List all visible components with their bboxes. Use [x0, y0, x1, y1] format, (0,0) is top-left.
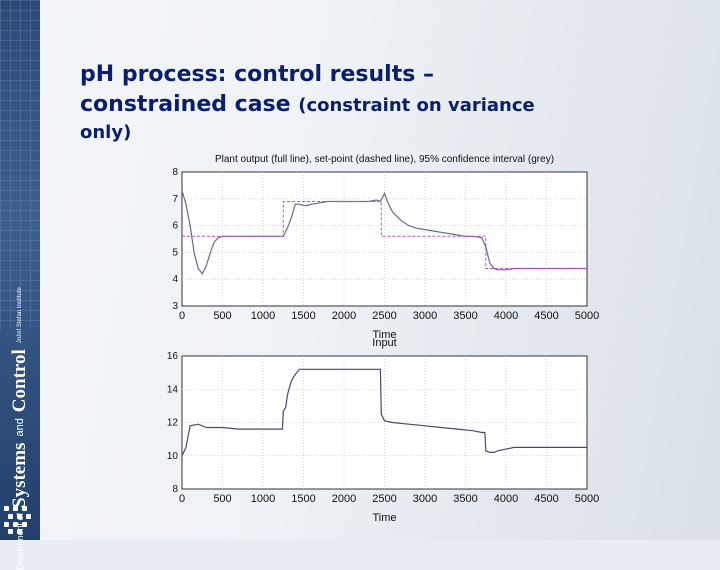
x-tick-label: 1500: [291, 310, 315, 322]
slide-title: pH process: control results – constraine…: [80, 60, 700, 146]
x-tick-label: 1500: [291, 493, 315, 505]
x-tick-label: 5000: [575, 493, 599, 505]
y-tick-label: 4: [172, 274, 178, 285]
y-tick-label: 3: [172, 301, 178, 312]
title-line-3: only): [80, 122, 132, 143]
x-tick-label: 4500: [534, 310, 558, 322]
logo-dots-icon: [4, 506, 36, 534]
x-tick-label: 3000: [413, 310, 437, 322]
x-axis-label: Time: [372, 512, 396, 524]
y-tick-label: 16: [167, 351, 179, 362]
sidebar: Department of Systems and Control Jožef …: [0, 0, 40, 570]
x-tick-label: 0: [179, 493, 185, 505]
y-tick-label: 6: [172, 221, 178, 232]
dept-and: and: [14, 418, 26, 437]
x-tick-label: 3000: [413, 493, 437, 505]
x-tick-label: 1000: [251, 310, 275, 322]
y-tick-label: 8: [172, 484, 178, 495]
x-tick-label: 4500: [534, 493, 558, 505]
x-axis-label: Time: [372, 329, 396, 341]
series-input: [181, 368, 587, 457]
x-tick-label: 1000: [251, 493, 275, 505]
y-tick-label: 14: [167, 384, 179, 395]
y-tick-label: 5: [172, 247, 178, 258]
x-tick-label: 5000: [575, 310, 599, 322]
chart-figure: 0 500 1000 1500 2000 2500 3000 3500 4000 4500 5000…: [167, 154, 599, 524]
title-line-1: pH process: control results –: [80, 62, 434, 87]
y-tick-label: 8: [172, 167, 178, 178]
y-tick-label: 10: [167, 451, 179, 462]
x-tick-label: 500: [213, 493, 231, 505]
sidebar-grid-pattern: [0, 0, 40, 330]
input-chart: 0 500 1000 1500 2000 2500 3000 3500 4000 4500 5000…: [167, 337, 599, 524]
x-tick-label: 2000: [332, 310, 356, 322]
x-tick-label: 4000: [494, 310, 518, 322]
title-line-2b: (constraint on variance: [298, 95, 535, 116]
dept-control: Control: [9, 349, 30, 413]
y-tick-label: 12: [167, 418, 179, 429]
x-tick-label: 500: [213, 310, 231, 322]
dept-systems: Systems: [9, 442, 30, 508]
x-tick-label: 3500: [453, 493, 477, 505]
chart-title: Plant output (full line), set-point (das…: [215, 154, 554, 165]
x-tick-label: 3500: [453, 310, 477, 322]
x-tick-label: 4000: [494, 493, 518, 505]
chart-title: Input: [372, 337, 396, 349]
title-line-2a: constrained case: [80, 92, 291, 117]
y-tick-label: 7: [172, 194, 178, 205]
series-set-point: [182, 201, 587, 269]
plant-output-chart: 0 500 1000 1500 2000 2500 3000 3500 4000 4500 5000…: [172, 154, 599, 341]
x-tick-label: 2000: [332, 493, 356, 505]
institute-name: Jožef Stefan Institute: [16, 287, 23, 344]
x-tick-label: 2500: [372, 310, 396, 322]
x-tick-label: 0: [179, 310, 185, 322]
x-tick-label: 2500: [372, 493, 396, 505]
